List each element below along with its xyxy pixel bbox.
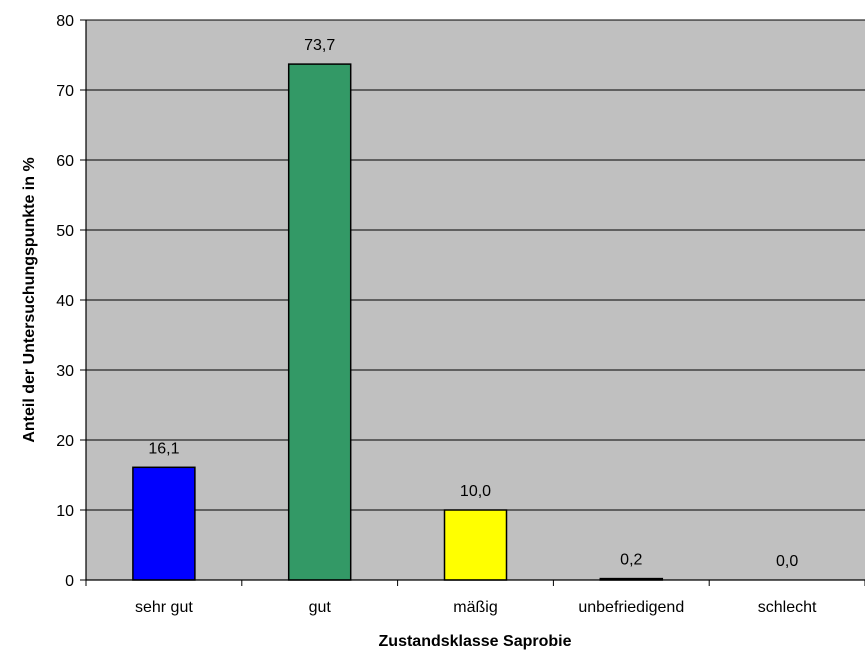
data-label: 0,2 [620, 552, 642, 569]
x-tick-label: gut [309, 599, 332, 616]
y-tick-label: 30 [56, 363, 74, 380]
y-tick-label: 20 [56, 433, 74, 450]
y-tick-label: 70 [56, 83, 74, 100]
x-tick-label: unbefriedigend [578, 599, 684, 616]
x-tick-label: schlecht [758, 599, 817, 616]
data-label: 10,0 [460, 483, 491, 500]
axes [80, 19, 865, 586]
x-tick-label: mäßig [453, 599, 497, 616]
y-axis-title: Anteil der Untersuchungspunkte in % [21, 157, 38, 442]
x-tick-label: sehr gut [135, 599, 193, 616]
bars [132, 63, 664, 581]
data-label: 16,1 [148, 440, 179, 457]
gridlines [86, 19, 865, 511]
bar [287, 63, 352, 581]
data-label: 73,7 [304, 37, 335, 54]
data-labels: 16,1 73,7 10,0 0,2 0,0 [148, 37, 798, 570]
x-axis-title: Zustandsklasse Saprobie [379, 633, 572, 650]
y-tick-label: 60 [56, 153, 74, 170]
y-tick-label: 0 [65, 573, 74, 590]
data-label: 0,0 [776, 553, 798, 570]
x-tick-labels: sehr gut gut mäßig unbefriedigend schlecht [135, 599, 817, 616]
y-tick-label: 50 [56, 223, 74, 240]
y-tick-labels: 0 10 20 30 40 50 60 70 80 [56, 13, 74, 590]
bar [132, 466, 196, 581]
y-tick-label: 10 [56, 503, 74, 520]
y-tick-label: 40 [56, 293, 74, 310]
y-tick-label: 80 [56, 13, 74, 30]
bar [443, 509, 508, 581]
